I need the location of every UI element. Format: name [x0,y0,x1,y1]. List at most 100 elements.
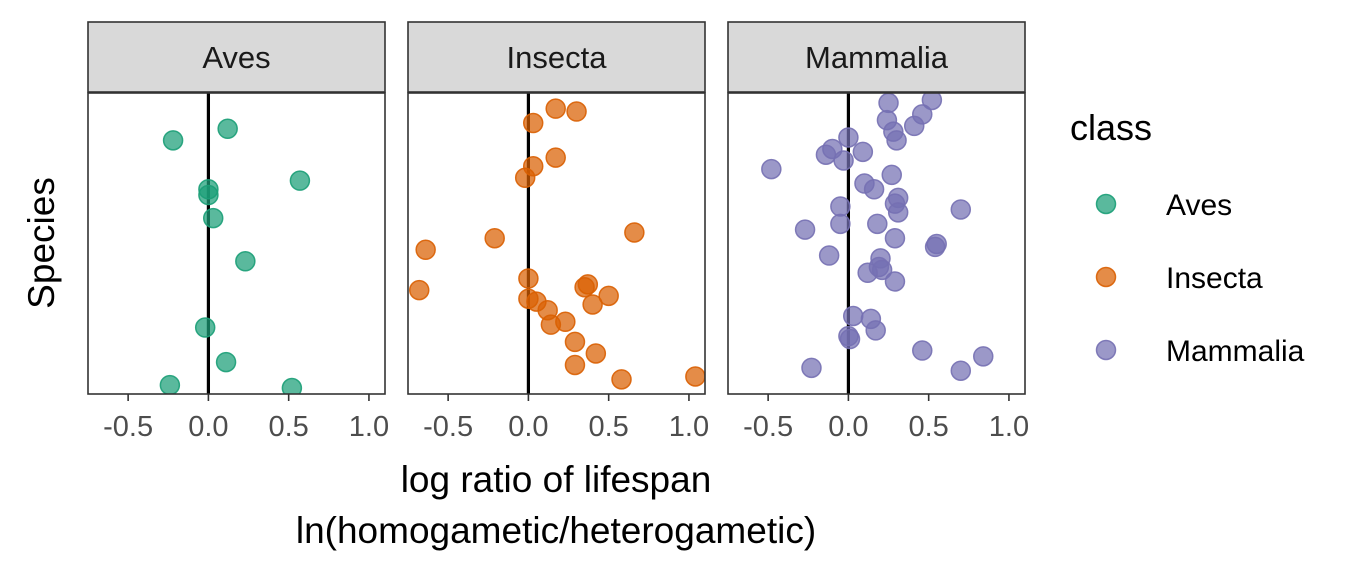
panel-background-mammalia [728,93,1025,394]
data-point-mammalia-9 [852,141,874,163]
points-mammalia [761,93,994,381]
facet-panel-aves: Aves -0.5 0.0 0.5 1.0 [87,21,389,443]
data-point-aves-8 [215,351,237,373]
data-point-mammalia-41 [950,360,972,381]
x-tick-label-aves-2: 0.5 [269,411,309,443]
data-point-insecta-23 [685,366,705,387]
data-point-mammalia-35 [865,320,886,341]
panel-background-aves [88,93,385,394]
data-point-mammalia-39 [973,346,994,367]
data-point-aves-0 [217,118,238,140]
data-point-mammalia-6 [838,127,859,148]
legend-key-insecta [1095,266,1117,288]
facet-strip-insecta [407,21,706,93]
x-tick-label-mammalia-2: 0.5 [909,411,949,443]
data-point-aves-2 [289,170,311,191]
x-axis-title-line2: ln(homogametic/heterogametic) [296,510,816,551]
data-point-insecta-22 [564,354,586,376]
data-point-insecta-11 [574,276,595,298]
facet-strip-label-aves: Aves [202,40,270,75]
data-point-mammalia-33 [842,305,864,327]
data-point-mammalia-22 [867,213,888,235]
data-point-mammalia-31 [857,262,878,284]
legend-key-mammalia [1095,339,1117,361]
data-point-mammalia-27 [818,245,840,266]
data-point-insecta-12 [408,279,430,301]
points-aves [159,118,311,394]
x-axis-title-line1: log ratio of lifespan [401,459,712,500]
x-tick-label-aves-3: 1.0 [349,411,389,443]
x-tick-label-mammalia-3: 1.0 [989,411,1029,443]
data-point-mammalia-0 [878,93,899,114]
x-tick-label-insecta-3: 1.0 [669,411,709,443]
data-point-mammalia-24 [884,227,906,249]
facet-panel-insecta: Insecta -0.5 0.0 0.5 1.0 [407,21,709,443]
data-point-mammalia-19 [950,199,972,220]
data-point-insecta-1 [566,101,587,122]
x-tick-label-insecta-0: -0.5 [423,411,473,443]
data-point-insecta-20 [564,331,586,353]
data-point-insecta-8 [415,239,436,261]
data-point-mammalia-37 [839,328,861,350]
legend: class Aves Insecta Mammalia [1070,107,1305,368]
data-point-mammalia-20 [887,202,909,223]
data-point-aves-6 [235,251,256,272]
data-point-insecta-19 [540,314,562,335]
data-point-insecta-7 [484,227,505,249]
x-tick-label-insecta-2: 0.5 [589,411,629,443]
x-tick-label-mammalia-1: 0.0 [828,411,868,443]
legend-label-mammalia: Mammalia [1166,335,1305,368]
data-point-mammalia-32 [884,271,906,292]
y-axis-title: Species [21,177,62,309]
data-point-insecta-16 [582,294,603,315]
data-point-mammalia-7 [886,130,907,151]
data-point-mammalia-13 [881,164,903,186]
legend-label-aves: Aves [1166,189,1232,222]
panel-background-insecta [408,93,705,394]
data-point-mammalia-38 [912,340,933,361]
data-point-insecta-21 [585,343,607,364]
legend-label-insecta: Insecta [1166,262,1263,295]
facet-panel-mammalia: Mammalia -0.5 0.0 0.5 1.0 [727,21,1029,443]
data-point-insecta-13 [598,285,619,307]
data-point-mammalia-40 [801,357,822,379]
facet-strip-label-insecta: Insecta [507,40,608,75]
data-point-aves-4 [198,184,219,206]
data-point-mammalia-4 [903,115,925,137]
data-point-aves-10 [281,377,303,394]
panel-border-aves [87,92,386,395]
x-tick-label-aves-0: -0.5 [103,411,153,443]
data-point-mammalia-11 [833,150,854,171]
data-point-mammalia-15 [863,179,885,200]
data-point-mammalia-12 [761,158,782,180]
panel-border-insecta [407,92,706,395]
legend-title: class [1070,107,1152,148]
data-point-insecta-0 [545,98,566,119]
data-point-mammalia-1 [921,93,943,111]
data-point-insecta-24 [611,369,632,390]
data-point-aves-7 [194,317,216,338]
data-point-mammalia-21 [830,213,851,235]
legend-key-aves [1095,193,1117,215]
facet-strip-mammalia [727,21,1026,93]
data-point-aves-9 [159,374,181,394]
panel-border-mammalia [727,92,1026,395]
data-point-insecta-3 [545,147,566,168]
data-point-insecta-9 [518,268,539,289]
x-tick-label-insecta-1: 0.0 [508,411,548,443]
data-point-mammalia-18 [830,196,851,217]
legend-entries: Aves Insecta Mammalia [1095,189,1305,368]
x-tick-label-aves-1: 0.0 [188,411,228,443]
data-point-insecta-2 [522,112,544,134]
x-tick-label-mammalia-0: -0.5 [743,411,793,443]
data-point-insecta-6 [624,222,645,243]
facet-strip-label-mammalia: Mammalia [805,40,949,75]
data-point-mammalia-26 [924,236,946,258]
facet-strip-aves [87,21,386,93]
data-point-aves-5 [202,207,224,229]
data-point-mammalia-23 [794,219,816,240]
data-point-insecta-5 [514,167,536,189]
data-point-aves-1 [162,130,184,151]
